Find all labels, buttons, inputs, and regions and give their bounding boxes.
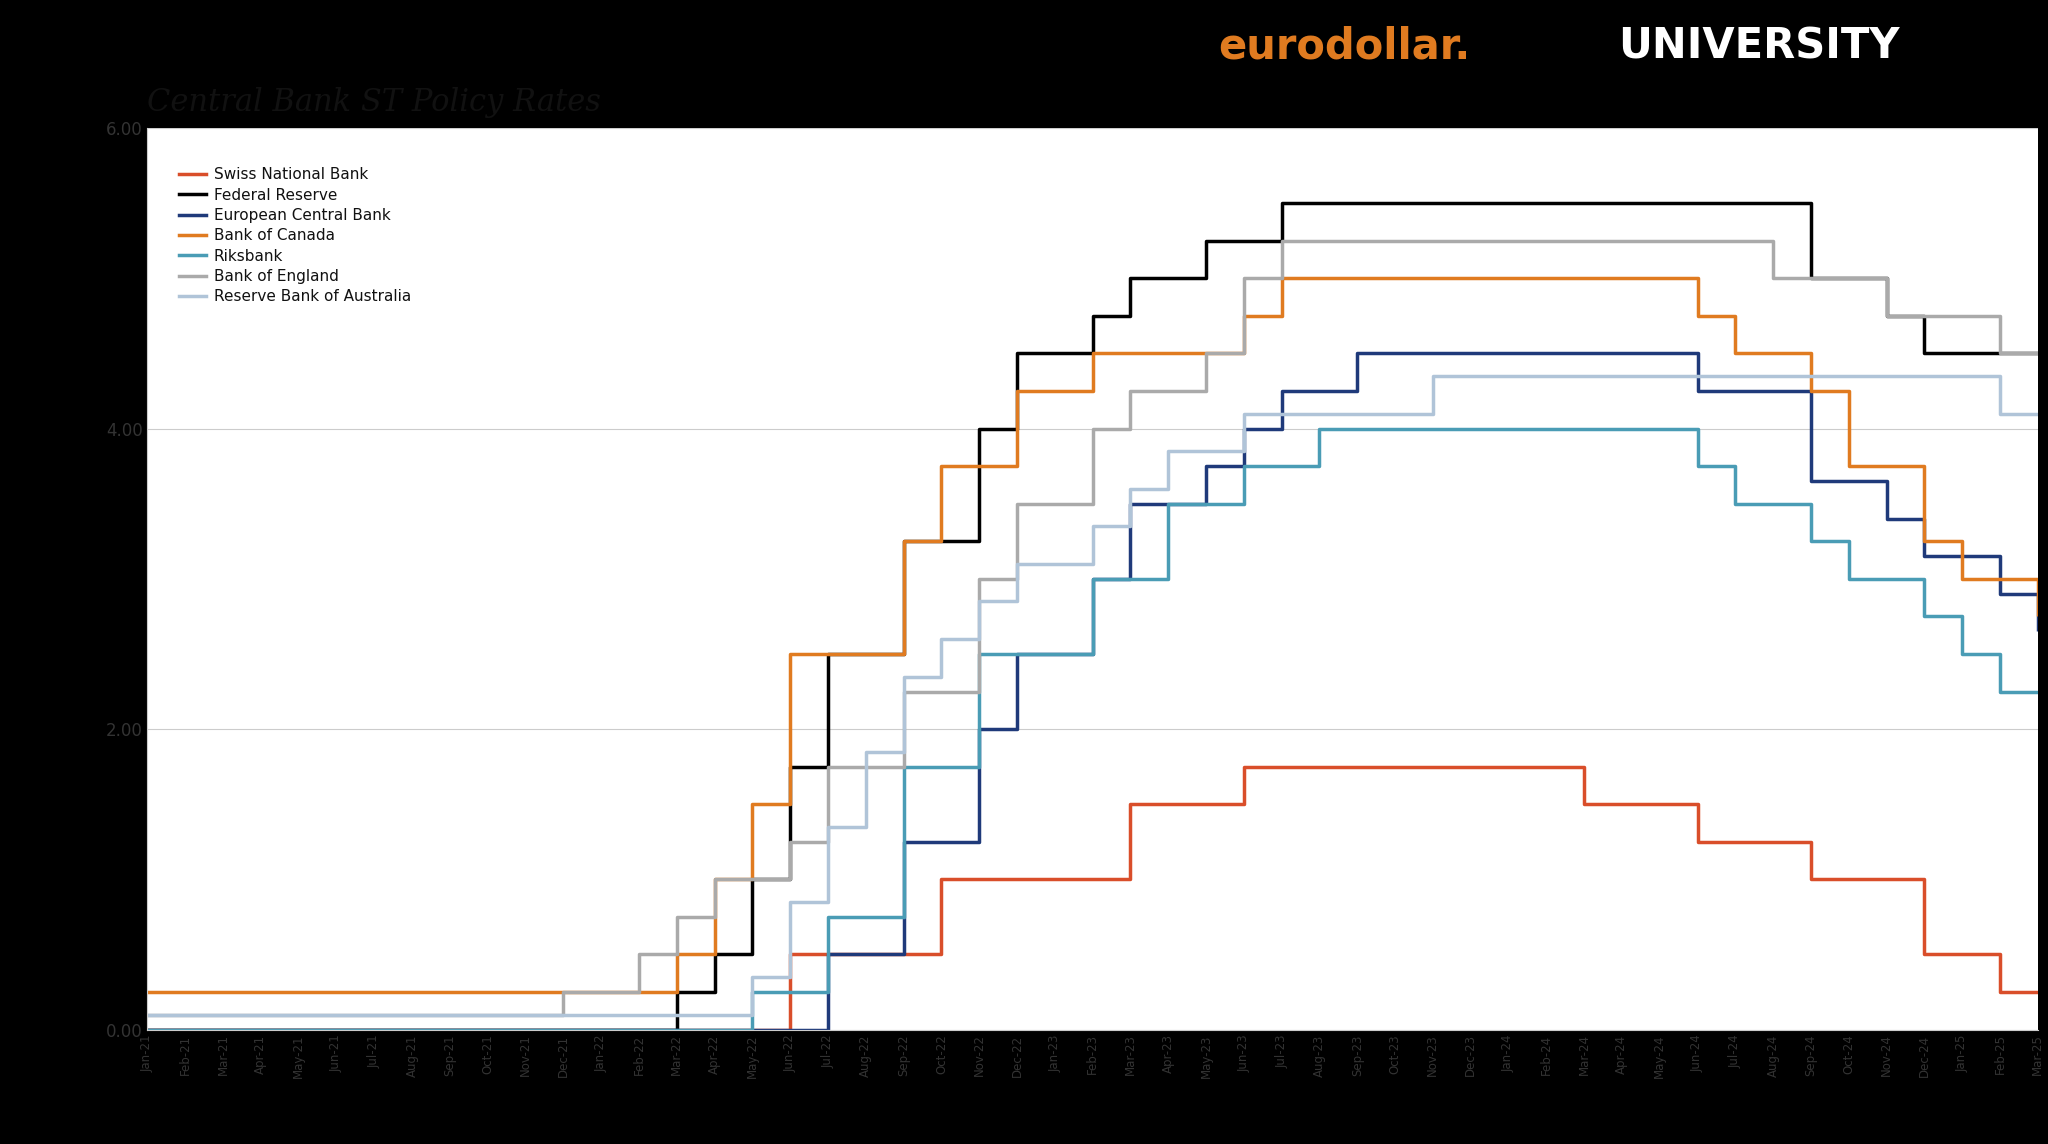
Federal Reserve <box>1270 197 1294 210</box>
Line: Bank of England: Bank of England <box>147 241 2038 1015</box>
Riksbank <box>1534 422 1559 436</box>
Reserve Bank of Australia <box>1534 370 1559 383</box>
Bank of Canada <box>739 797 764 811</box>
Line: Federal Reserve: Federal Reserve <box>147 204 2038 1030</box>
Bank of Canada <box>1534 271 1559 285</box>
Riksbank <box>1421 422 1446 436</box>
European Central Bank <box>1346 347 1370 360</box>
Riksbank <box>739 985 764 999</box>
Bank of England <box>135 1008 160 1022</box>
European Central Bank <box>739 1023 764 1036</box>
Reserve Bank of Australia <box>702 1008 727 1022</box>
Reserve Bank of Australia <box>1989 407 2013 421</box>
Swiss National Bank <box>2025 985 2048 999</box>
Swiss National Bank <box>702 1023 727 1036</box>
Text: Central Bank ST Policy Rates: Central Bank ST Policy Rates <box>147 87 602 119</box>
Line: Reserve Bank of Australia: Reserve Bank of Australia <box>147 376 2038 1015</box>
Federal Reserve <box>702 947 727 961</box>
Legend: Swiss National Bank, Federal Reserve, European Central Bank, Bank of Canada, Rik: Swiss National Bank, Federal Reserve, Eu… <box>174 162 416 309</box>
Bank of England <box>702 873 727 887</box>
Federal Reserve <box>1421 197 1446 210</box>
Riksbank <box>1307 422 1331 436</box>
Swiss National Bank <box>1231 760 1255 773</box>
Bank of Canada <box>1421 271 1446 285</box>
Bank of Canada <box>1989 572 2013 586</box>
Reserve Bank of Australia <box>2025 407 2048 421</box>
Bank of England <box>739 873 764 887</box>
Reserve Bank of Australia <box>1421 370 1446 383</box>
Line: Swiss National Bank: Swiss National Bank <box>147 766 2038 1030</box>
Bank of England <box>1989 347 2013 360</box>
Swiss National Bank <box>135 1023 160 1036</box>
Bank of England <box>2025 347 2048 360</box>
Riksbank <box>1989 684 2013 698</box>
Bank of Canada <box>135 985 160 999</box>
Swiss National Bank <box>1989 985 2013 999</box>
Federal Reserve <box>1989 347 2013 360</box>
European Central Bank <box>1534 347 1559 360</box>
European Central Bank <box>135 1023 160 1036</box>
Bank of England <box>1421 235 1446 248</box>
Bank of Canada <box>551 985 575 999</box>
Bank of England <box>1270 235 1294 248</box>
Bank of England <box>551 985 575 999</box>
Federal Reserve <box>551 1023 575 1036</box>
European Central Bank <box>1421 347 1446 360</box>
Reserve Bank of Australia <box>739 970 764 984</box>
Federal Reserve <box>1534 197 1559 210</box>
Riksbank <box>2025 684 2048 698</box>
Reserve Bank of Australia <box>135 1008 160 1022</box>
Federal Reserve <box>2025 347 2048 360</box>
Federal Reserve <box>135 1023 160 1036</box>
Bank of Canada <box>2025 610 2048 623</box>
Riksbank <box>702 1023 727 1036</box>
European Central Bank <box>551 1023 575 1036</box>
European Central Bank <box>1989 587 2013 601</box>
Bank of Canada <box>702 873 727 887</box>
Swiss National Bank <box>739 1023 764 1036</box>
Riksbank <box>551 1023 575 1036</box>
Line: Riksbank: Riksbank <box>147 429 2038 1030</box>
European Central Bank <box>702 1023 727 1036</box>
Text: UNIVERSITY: UNIVERSITY <box>1618 26 1898 67</box>
Swiss National Bank <box>1421 760 1446 773</box>
Line: Bank of Canada: Bank of Canada <box>147 278 2038 992</box>
Bank of England <box>1534 235 1559 248</box>
Federal Reserve <box>739 873 764 887</box>
Swiss National Bank <box>551 1023 575 1036</box>
Reserve Bank of Australia <box>551 1008 575 1022</box>
Reserve Bank of Australia <box>1382 407 1407 421</box>
Bank of Canada <box>1270 271 1294 285</box>
Text: eurodollar.: eurodollar. <box>1219 26 1470 67</box>
Riksbank <box>135 1023 160 1036</box>
Swiss National Bank <box>1534 760 1559 773</box>
European Central Bank <box>2025 625 2048 638</box>
Line: European Central Bank: European Central Bank <box>147 353 2038 1030</box>
